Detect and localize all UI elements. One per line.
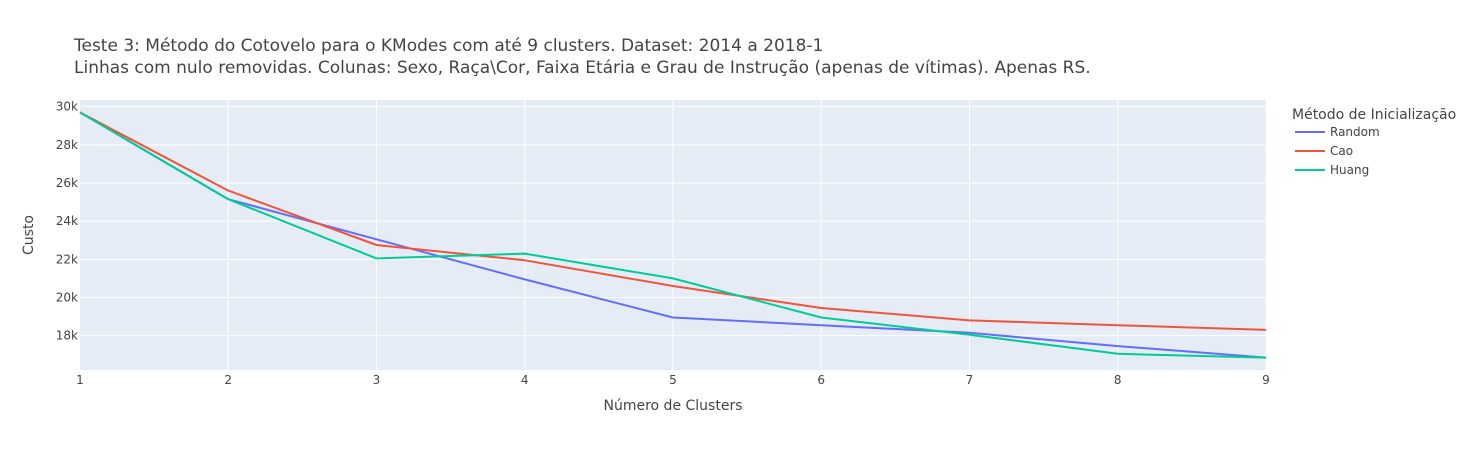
legend-item-random[interactable]: Random	[1295, 125, 1380, 139]
y-tick-label: 20k	[56, 290, 78, 304]
x-tick-label: 9	[1262, 373, 1270, 387]
x-tick-label: 4	[521, 373, 529, 387]
y-tick-label: 26k	[56, 176, 78, 190]
y-tick-label: 22k	[56, 252, 78, 266]
y-axis-title: Custo	[21, 215, 37, 255]
legend-label: Cao	[1330, 144, 1353, 158]
x-tick-labels: 1 2 3 4 5 6 7 8 9	[76, 373, 1270, 387]
chart-title-line-1: Teste 3: Método do Cotovelo para o KMode…	[73, 36, 823, 56]
series-line-huang	[79, 111, 1267, 359]
x-axis-title: Número de Clusters	[604, 398, 743, 414]
y-tick-label: 30k	[56, 100, 78, 114]
legend-label: Random	[1330, 125, 1380, 139]
x-tick-label: 2	[224, 373, 232, 387]
x-tick-label: 6	[817, 373, 825, 387]
legend-title: Método de Inicialização	[1292, 107, 1456, 123]
series-line-random	[79, 111, 1267, 359]
y-tick-label: 24k	[56, 214, 78, 228]
x-tick-label: 8	[1114, 373, 1122, 387]
legend: Método de Inicialização Random Cao Huang	[1292, 107, 1456, 177]
x-tick-label: 1	[76, 373, 84, 387]
legend-item-huang[interactable]: Huang	[1295, 163, 1369, 177]
legend-label: Huang	[1330, 163, 1369, 177]
legend-item-cao[interactable]: Cao	[1295, 144, 1353, 158]
chart-title-line-2: Linhas com nulo removidas. Colunas: Sexo…	[74, 58, 1091, 78]
series-lines	[79, 111, 1267, 359]
x-tick-label: 5	[669, 373, 677, 387]
series-line-cao	[79, 111, 1267, 331]
x-tick-label: 3	[373, 373, 381, 387]
x-tick-label: 7	[966, 373, 974, 387]
y-tick-label: 28k	[56, 138, 78, 152]
y-tick-label: 18k	[56, 329, 78, 343]
y-tick-labels: 18k 20k 22k 24k 26k 28k 30k	[56, 100, 78, 343]
gridlines	[80, 100, 1267, 370]
